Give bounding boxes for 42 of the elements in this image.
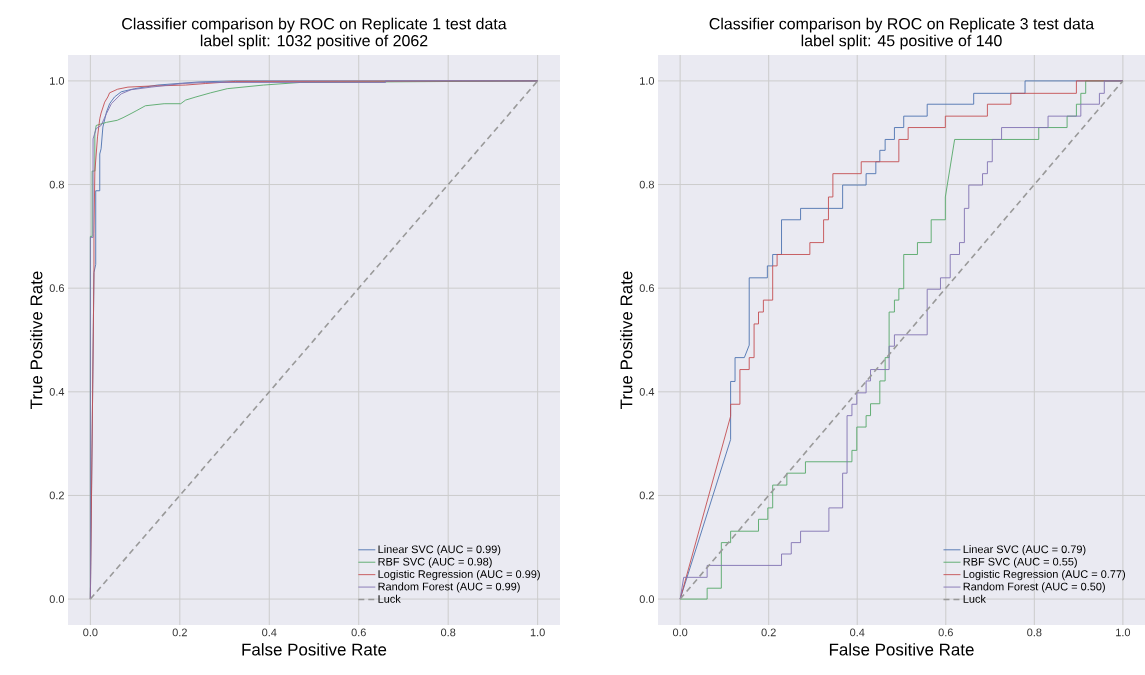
legend-label: Random Forest (AUC = 0.50) (963, 582, 1105, 593)
legend-label: Luck (378, 594, 401, 603)
legend-label: RBF SVC (AUC = 0.55) (963, 557, 1077, 568)
y-tick-label: 0.0 (639, 595, 655, 603)
y-tick-label: 1.0 (50, 77, 65, 85)
legend-label: Luck (963, 594, 986, 603)
chart-subtitle: label split: 1032 positive of 2062 (200, 34, 428, 50)
y-tick-label: 0.8 (49, 180, 64, 189)
x-tick-label: 0.4 (262, 628, 277, 637)
y-tick-label: 1.0 (640, 77, 655, 85)
y-tick-label: 0.0 (49, 595, 65, 603)
chart-subtitle: label split: 45 positive of 140 (801, 34, 1002, 50)
legend-label: Logistic Regression (AUC = 0.77) (963, 569, 1126, 581)
y-tick-label: 0.8 (639, 180, 654, 189)
y-tick-label: 0.2 (49, 491, 64, 500)
x-tick-label: 0.0 (83, 628, 98, 637)
y-tick-label: 0.6 (639, 284, 654, 293)
y-tick-label: 0.4 (49, 387, 65, 396)
legend-label: RBF SVC (AUC = 0.98) (378, 557, 492, 568)
x-tick-label: 0.0 (672, 628, 688, 637)
x-tick-label: 0.2 (172, 628, 187, 637)
chart-title: Classifier comparison by ROC on Replicate 1 test data (122, 17, 507, 33)
x-tick-label: 0.6 (351, 628, 366, 637)
x-tick-label: 0.6 (938, 628, 953, 637)
legend-label: Random Forest (AUC = 0.99) (378, 582, 520, 593)
x-tick-label: 1.0 (1116, 628, 1131, 637)
y-tick-label: 0.2 (639, 491, 654, 500)
legend-label: Linear SVC (AUC = 0.99) (378, 545, 501, 556)
x-tick-label: 0.8 (440, 628, 456, 637)
x-tick-label: 0.8 (1027, 628, 1042, 637)
legend-label: Linear SVC (AUC = 0.79) (963, 545, 1086, 556)
y-tick-label: 0.6 (49, 284, 64, 293)
y-axis-title: True Positive Rate (619, 271, 633, 409)
chart-title: Classifier comparison by ROC on Replicate 3 test data (709, 17, 1095, 33)
x-tick-label: 0.2 (761, 628, 776, 637)
y-axis-title: True Positive Rate (29, 271, 43, 409)
x-tick-label: 1.0 (530, 628, 545, 637)
x-axis-title: False Positive Rate (242, 643, 387, 656)
legend-label: Logistic Regression (AUC = 0.99) (378, 569, 540, 581)
y-tick-label: 0.4 (639, 387, 655, 396)
x-axis-title: False Positive Rate (829, 643, 974, 656)
x-tick-label: 0.4 (850, 628, 865, 637)
